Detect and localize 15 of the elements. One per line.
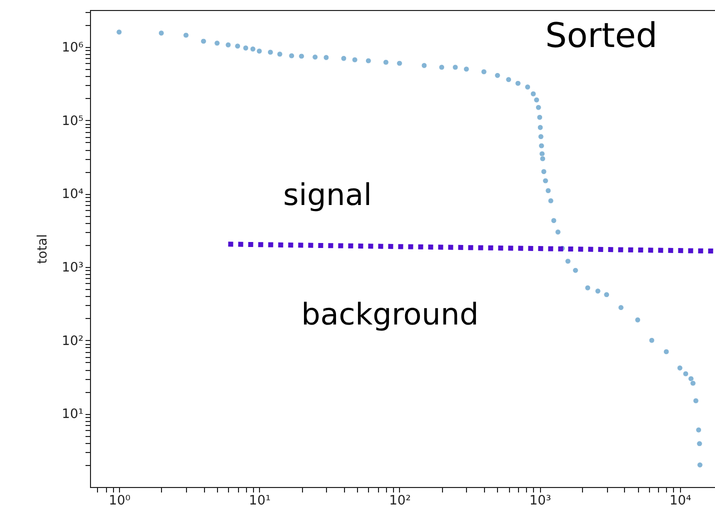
chart-title: Sorted bbox=[545, 16, 658, 56]
y-tick-label: 10⁶ bbox=[62, 40, 84, 56]
annotation: signal bbox=[283, 178, 372, 214]
x-tick-label: 10¹ bbox=[248, 494, 271, 508]
y-tick-label: 10³ bbox=[62, 260, 84, 276]
y-tick-label: 10² bbox=[62, 334, 84, 349]
x-tick-label: 10² bbox=[389, 494, 411, 508]
y-tick-label: 10¹ bbox=[62, 407, 84, 422]
y-axis-title: total bbox=[36, 234, 51, 264]
x-tick-label: 10⁴ bbox=[670, 494, 692, 508]
y-tick-label: 10⁵ bbox=[62, 114, 84, 129]
annotation: background bbox=[301, 297, 479, 332]
x-tick-label: 10³ bbox=[529, 494, 552, 508]
y-tick-label: 10⁴ bbox=[62, 187, 84, 202]
x-tick-label: 10⁰ bbox=[108, 494, 130, 508]
